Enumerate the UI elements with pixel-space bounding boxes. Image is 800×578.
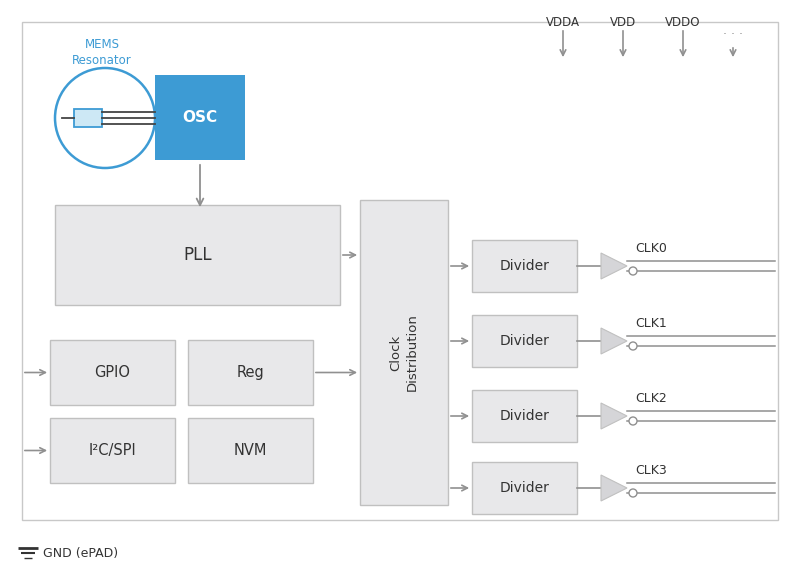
Text: OSC: OSC bbox=[182, 110, 218, 125]
Text: Divider: Divider bbox=[499, 334, 550, 348]
Bar bbox=[74, 109, 102, 127]
Text: MEMS
Resonator: MEMS Resonator bbox=[72, 38, 132, 67]
Text: VDD: VDD bbox=[610, 16, 636, 29]
Bar bbox=[472, 315, 577, 367]
Bar bbox=[472, 462, 577, 514]
Bar bbox=[188, 340, 313, 405]
Circle shape bbox=[629, 267, 637, 275]
Text: Divider: Divider bbox=[499, 409, 550, 423]
Polygon shape bbox=[601, 328, 627, 354]
Bar bbox=[50, 418, 175, 483]
Polygon shape bbox=[601, 403, 627, 429]
Text: Divider: Divider bbox=[499, 259, 550, 273]
Bar bbox=[50, 340, 175, 405]
Text: NVM: NVM bbox=[234, 443, 267, 458]
Bar bbox=[188, 418, 313, 483]
Text: PLL: PLL bbox=[183, 246, 212, 264]
Bar bbox=[472, 240, 577, 292]
Polygon shape bbox=[601, 253, 627, 279]
Text: VDDO: VDDO bbox=[666, 16, 701, 29]
Bar bbox=[360, 200, 448, 505]
Text: GPIO: GPIO bbox=[94, 365, 130, 380]
Circle shape bbox=[629, 417, 637, 425]
Text: CLK0: CLK0 bbox=[635, 242, 667, 255]
Text: Reg: Reg bbox=[237, 365, 264, 380]
Bar bbox=[155, 75, 245, 160]
Text: Clock
Distribution: Clock Distribution bbox=[389, 313, 419, 391]
Text: VDDA: VDDA bbox=[546, 16, 580, 29]
Polygon shape bbox=[601, 475, 627, 501]
Bar bbox=[55, 205, 340, 305]
Text: CLK2: CLK2 bbox=[635, 392, 666, 405]
Text: Divider: Divider bbox=[499, 481, 550, 495]
Text: I²C/SPI: I²C/SPI bbox=[89, 443, 136, 458]
Text: CLK3: CLK3 bbox=[635, 464, 666, 477]
Text: · · ·: · · · bbox=[723, 28, 743, 42]
Bar bbox=[22, 22, 778, 520]
Circle shape bbox=[629, 489, 637, 497]
Text: CLK1: CLK1 bbox=[635, 317, 666, 330]
Text: GND (ePAD): GND (ePAD) bbox=[43, 547, 118, 560]
Circle shape bbox=[629, 342, 637, 350]
Bar bbox=[472, 390, 577, 442]
